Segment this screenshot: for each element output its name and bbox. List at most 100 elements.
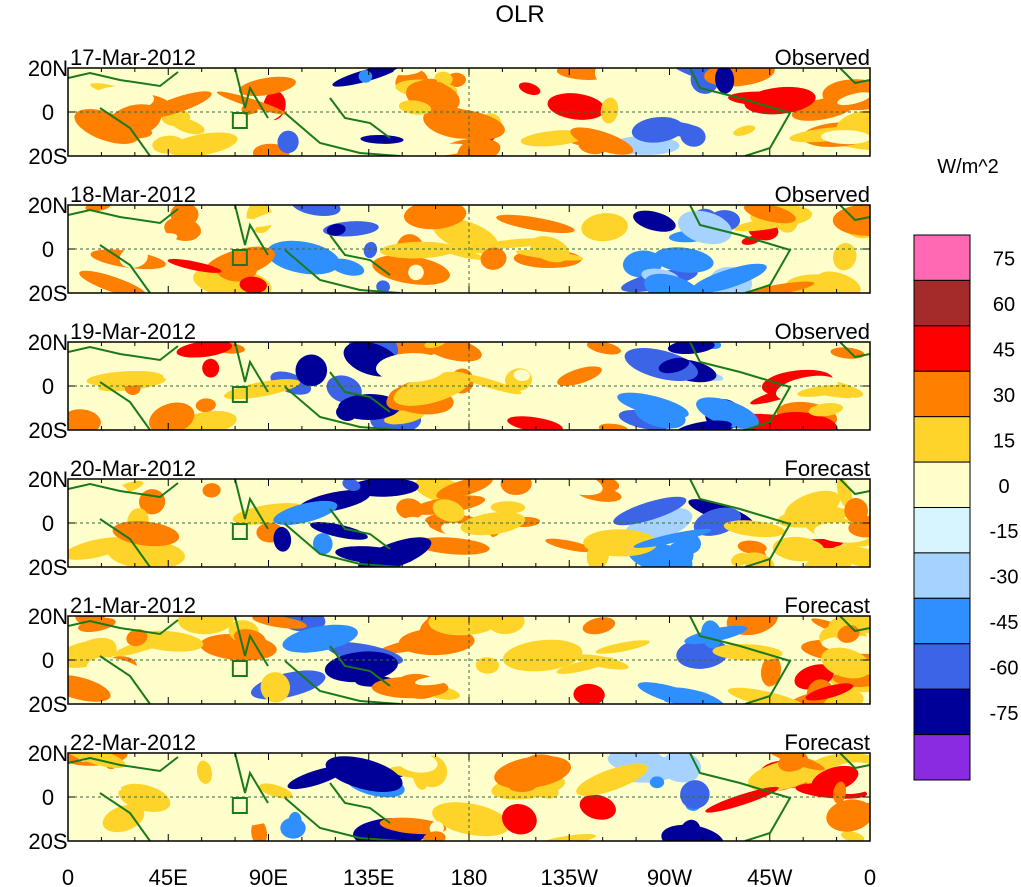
coastline — [329, 645, 391, 687]
colorbar-swatch — [913, 643, 971, 690]
olr-contour-region — [251, 819, 267, 841]
colorbar-level-label: -45 — [990, 612, 1019, 634]
olr-contour-region — [104, 216, 138, 232]
coastline — [99, 792, 151, 841]
olr-contour-region — [248, 210, 296, 228]
y-tick-label: 20S — [28, 281, 67, 306]
olr-contour-region — [662, 761, 699, 783]
colorbar-level-label: -15 — [990, 521, 1019, 543]
olr-contour-region — [837, 92, 870, 106]
olr-contour-region — [744, 86, 816, 115]
colorbar-swatch — [913, 325, 971, 372]
olr-contour-region — [833, 781, 847, 804]
olr-contour-region — [404, 143, 472, 156]
panel-6: 20N 0 20S 22-Mar-2012 Forecast — [28, 730, 871, 854]
colorbar-level-label: 45 — [993, 340, 1015, 362]
panel-kind: Observed — [775, 319, 870, 344]
olr-contour-region — [494, 755, 571, 789]
olr-contour-region — [432, 802, 510, 837]
coastline — [99, 518, 151, 567]
x-tick-label: 0 — [864, 865, 876, 887]
olr-contour-region — [821, 647, 870, 679]
coastline — [329, 782, 391, 824]
olr-contour-region — [576, 763, 648, 796]
colorbar-swatch — [913, 279, 971, 327]
olr-contour-region — [696, 397, 759, 430]
olr-contour-region — [808, 402, 843, 417]
y-tick-label: 0 — [42, 374, 54, 399]
coastline — [234, 205, 269, 256]
coastline — [689, 342, 792, 430]
coastline — [329, 97, 391, 139]
coastline — [329, 371, 391, 413]
olr-contour-region — [743, 205, 796, 224]
olr-contour-region — [376, 280, 390, 293]
y-tick-label: 20S — [28, 555, 67, 580]
olr-contour-region — [252, 616, 307, 629]
olr-contour-region — [288, 811, 302, 830]
olr-contour-region — [772, 536, 825, 562]
coastline — [284, 386, 401, 430]
colorbar-swatch — [913, 234, 971, 281]
coastline — [839, 342, 870, 359]
olr-contour-region — [258, 783, 293, 799]
coastline — [99, 655, 151, 704]
colorbar-level-label: 60 — [993, 294, 1015, 316]
olr-contour-region — [128, 233, 178, 252]
olr-contour-region — [594, 68, 636, 86]
olr-contour-region — [400, 516, 431, 539]
coastline — [68, 71, 179, 88]
olr-contour-region — [102, 804, 145, 833]
panel-2: 20N 0 20S 18-Mar-2012 Observed — [28, 182, 871, 306]
olr-contour-region — [112, 521, 180, 547]
olr-contour-region — [432, 218, 499, 254]
panel-date: 17-Mar-2012 — [70, 45, 196, 70]
olr-contour-region — [832, 243, 857, 271]
olr-contour-region — [149, 402, 195, 430]
olr-contour-region — [111, 632, 182, 657]
olr-contour-region — [396, 498, 424, 520]
olr-contour-region — [684, 625, 748, 645]
olr-contour-region — [518, 82, 541, 96]
olr-contour-region — [273, 500, 338, 525]
region-box — [231, 112, 248, 129]
olr-contour-region — [427, 108, 505, 140]
olr-contour-region — [733, 125, 756, 136]
olr-contour-region — [220, 502, 235, 518]
coastline — [689, 479, 792, 567]
y-tick-label: 20N — [28, 741, 68, 766]
olr-contour-region — [326, 223, 346, 236]
olr-contour-region — [737, 540, 767, 554]
x-tick-label: 135E — [343, 865, 394, 887]
coastline — [329, 234, 391, 276]
olr-contour-region — [705, 786, 779, 813]
olr-contour-region — [423, 831, 446, 841]
olr-contour-region — [232, 503, 305, 525]
coastline — [689, 68, 792, 156]
olr-contour-region — [177, 616, 234, 635]
coastline — [234, 342, 269, 393]
olr-contour-region — [86, 370, 164, 387]
olr-contour-region — [460, 511, 526, 536]
olr-contour-region — [480, 247, 507, 270]
olr-contour-region — [844, 498, 868, 523]
coastline — [99, 107, 151, 156]
y-tick-label: 20N — [28, 56, 68, 81]
panel-date: 18-Mar-2012 — [70, 182, 196, 207]
olr-contour-region — [216, 91, 286, 115]
coastline — [68, 482, 179, 499]
region-box — [231, 797, 248, 814]
olr-contour-region — [134, 556, 156, 567]
panel-date: 21-Mar-2012 — [70, 593, 196, 618]
y-tick-label: 20S — [28, 418, 67, 443]
olr-contour-region — [408, 264, 424, 281]
colorbar-level-label: -75 — [990, 703, 1019, 725]
y-tick-label: 20S — [28, 692, 67, 717]
x-tick-label: 0 — [62, 865, 74, 887]
panel-kind: Observed — [775, 182, 870, 207]
olr-contour-region — [496, 214, 575, 233]
olr-contour-region — [287, 766, 345, 790]
olr-contour-region — [690, 263, 767, 293]
olr-contour-region — [712, 644, 783, 661]
coastline — [234, 616, 269, 667]
